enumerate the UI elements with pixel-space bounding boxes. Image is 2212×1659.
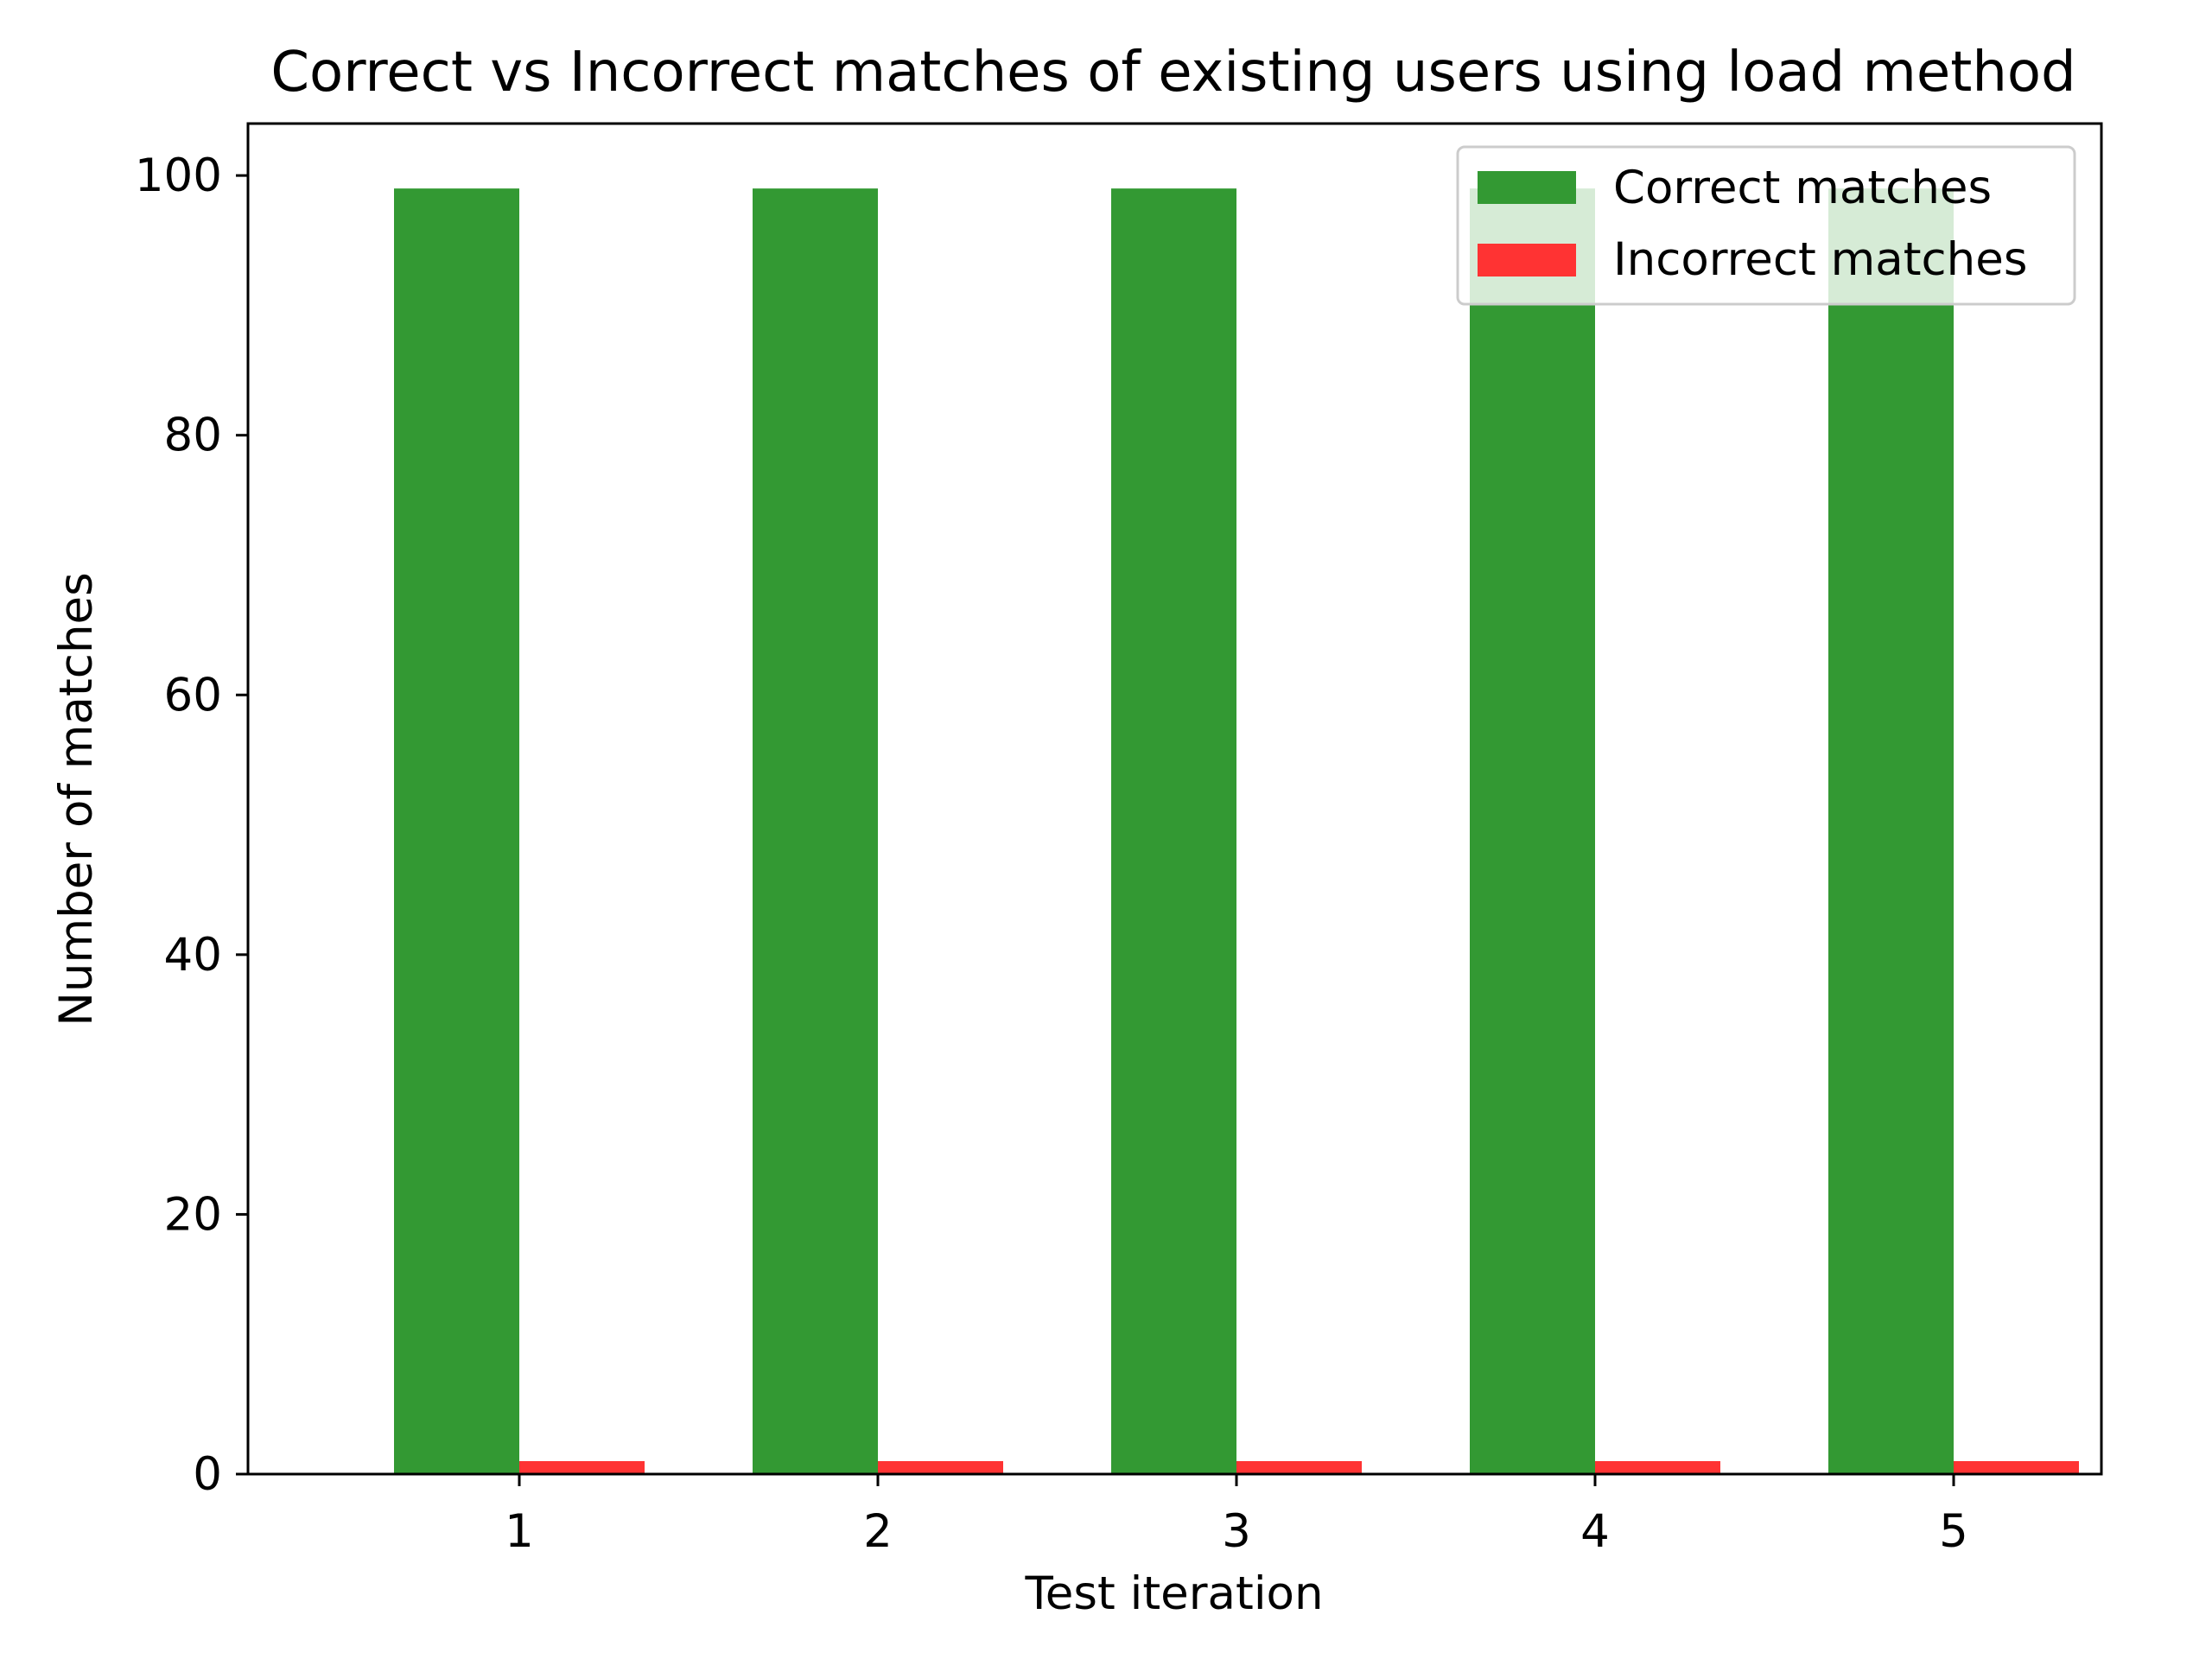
x-tick-label-5: 5 [1939,1505,1968,1558]
bar-incorrect-4 [1595,1460,1720,1474]
bars [394,188,2079,1474]
legend-label-correct: Correct matches [1613,162,1992,214]
chart-title: Correct vs Incorrect matches of existing… [270,41,2075,105]
bar-correct-4 [1470,188,1595,1474]
bar-incorrect-3 [1236,1460,1362,1474]
legend-label-incorrect: Incorrect matches [1613,233,2027,286]
bar-incorrect-5 [1954,1460,2079,1474]
x-axis: 1 2 3 4 5 [505,1474,1968,1558]
y-tick-label-80: 80 [164,410,222,462]
y-tick-label-100: 100 [135,149,222,202]
legend-swatch-correct [1478,171,1576,204]
x-tick-label-4: 4 [1580,1505,1610,1558]
x-tick-label-2: 2 [863,1505,893,1558]
bar-correct-1 [394,188,519,1474]
y-axis: 0 20 40 60 80 100 [135,149,248,1501]
plot-frame [246,122,2103,1476]
y-tick-label-0: 0 [193,1448,222,1501]
y-tick-label-40: 40 [164,929,222,982]
x-tick-label-3: 3 [1222,1505,1251,1558]
legend: Correct matches Incorrect matches [1456,145,2076,306]
plot-area [246,122,2103,1476]
y-tick-label-20: 20 [164,1188,222,1241]
bar-correct-2 [753,188,878,1474]
bar-correct-3 [1111,188,1236,1474]
y-axis-label: Number of matches [50,572,103,1027]
legend-swatch-incorrect [1478,244,1576,276]
y-tick-label-60: 60 [164,669,222,721]
bar-correct-5 [1828,188,1954,1474]
bar-incorrect-2 [878,1460,1003,1474]
legend-frame [1456,145,2076,306]
bar-incorrect-1 [519,1460,645,1474]
x-tick-label-1: 1 [505,1505,534,1558]
x-axis-label: Test iteration [1024,1567,1323,1620]
